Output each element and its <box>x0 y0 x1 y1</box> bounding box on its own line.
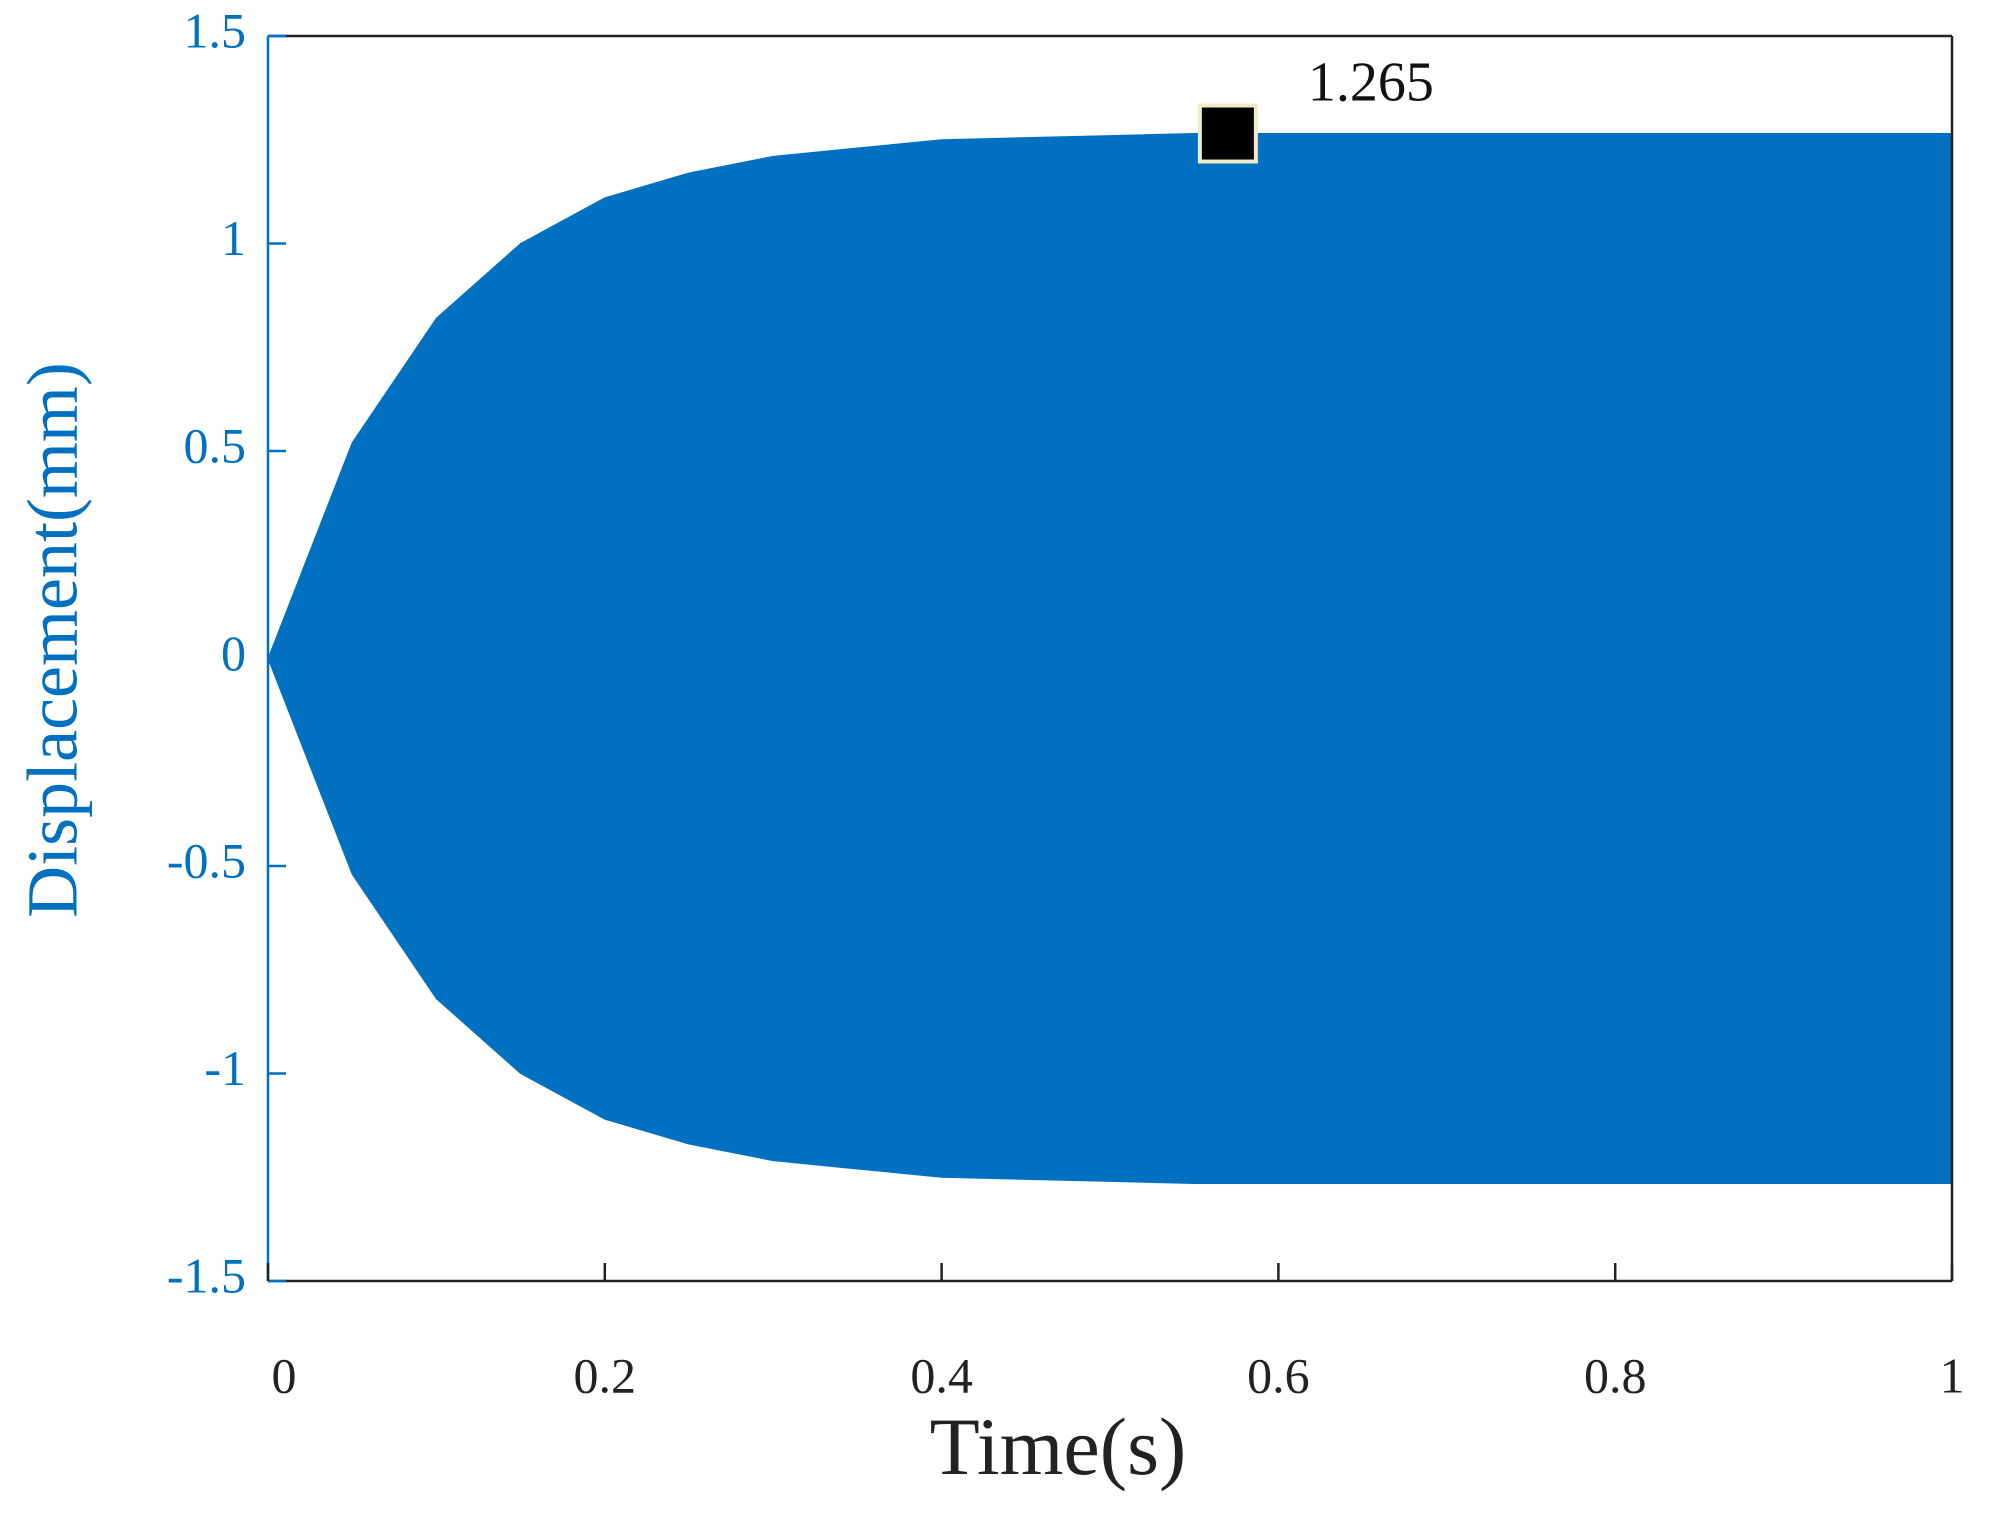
y-tick-label: 0 <box>221 625 246 681</box>
envelope-lower <box>267 658 1953 1184</box>
y-tick-label: 1.5 <box>184 2 247 58</box>
x-axis-label: Time(s) <box>930 1401 1187 1492</box>
data-tip-label: 1.265 <box>1308 51 1434 113</box>
x-tick-label: 0.8 <box>1584 1347 1647 1403</box>
x-tick-label: 0.6 <box>1247 1347 1310 1403</box>
y-tick-label: 1 <box>221 210 246 266</box>
y-tick-label: -1.5 <box>167 1247 246 1303</box>
y-axis-label: Displacement(mm) <box>13 362 93 918</box>
envelope-upper <box>267 133 1953 659</box>
x-tick-label: 0.4 <box>910 1347 973 1403</box>
x-tick-label: 1 <box>1940 1347 1965 1403</box>
y-tick-label: -1 <box>204 1040 246 1096</box>
x-tick-label: 0.2 <box>574 1347 637 1403</box>
y-tick-label: 0.5 <box>184 417 247 473</box>
data-tip-marker <box>1197 103 1258 164</box>
y-tick-label: -0.5 <box>167 832 246 888</box>
x-tick-label: 0 <box>272 1347 297 1403</box>
